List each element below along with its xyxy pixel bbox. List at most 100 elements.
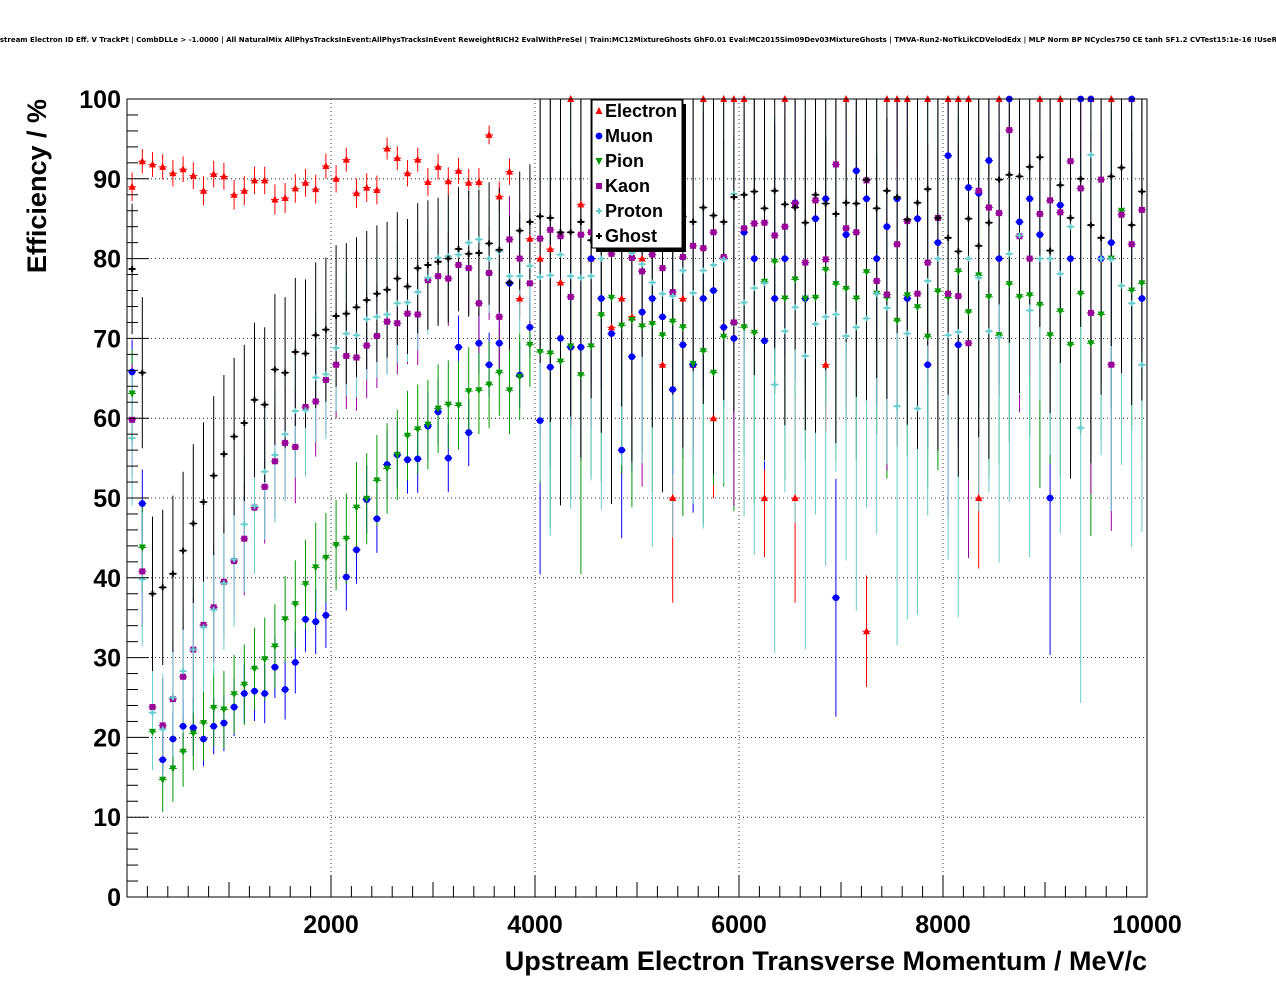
data-marker — [210, 722, 218, 730]
data-marker — [1130, 300, 1133, 307]
data-marker — [630, 250, 633, 257]
data-marker — [595, 132, 603, 140]
data-marker — [1005, 281, 1013, 289]
data-marker — [373, 185, 381, 193]
data-marker — [936, 255, 939, 262]
data-marker — [934, 288, 942, 296]
data-marker — [1026, 195, 1034, 203]
data-marker — [261, 690, 269, 697]
data-marker — [863, 195, 870, 203]
data-marker — [855, 324, 858, 331]
data-marker — [865, 176, 868, 183]
x-tick-label: 2000 — [303, 911, 359, 939]
data-marker — [404, 310, 411, 317]
data-marker — [475, 300, 482, 307]
data-marker — [537, 235, 544, 242]
data-marker — [824, 313, 827, 320]
data-marker — [730, 335, 738, 342]
data-marker — [171, 694, 174, 701]
data-marker — [834, 210, 837, 217]
data-marker — [212, 606, 215, 613]
data-marker — [906, 216, 909, 223]
data-marker — [1038, 255, 1041, 262]
data-marker — [1077, 185, 1084, 192]
data-marker — [1120, 164, 1123, 171]
data-marker — [312, 398, 319, 405]
data-marker — [386, 311, 389, 318]
data-marker — [852, 167, 860, 175]
data-marker — [597, 295, 605, 302]
data-marker — [1087, 340, 1095, 348]
data-marker — [1008, 171, 1011, 178]
data-marker — [498, 246, 501, 253]
data-marker — [192, 520, 195, 527]
data-marker — [1100, 234, 1103, 241]
data-marker — [845, 199, 848, 206]
data-marker — [845, 333, 848, 340]
data-marker — [822, 266, 830, 274]
data-marker — [753, 188, 756, 195]
data-marker — [240, 681, 248, 689]
data-marker — [1089, 151, 1092, 158]
data-marker — [822, 195, 830, 203]
data-marker — [985, 293, 993, 301]
data-marker — [1110, 256, 1113, 263]
data-marker — [559, 229, 562, 236]
data-marker — [281, 686, 289, 693]
data-marker — [373, 515, 381, 523]
data-marker — [539, 213, 542, 220]
data-marker — [965, 340, 972, 347]
data-marker — [291, 184, 299, 192]
data-marker — [138, 544, 146, 552]
data-marker — [546, 245, 554, 253]
data-marker — [271, 458, 278, 465]
data-marker — [1140, 361, 1143, 368]
data-marker — [753, 285, 756, 292]
data-marker — [437, 258, 440, 265]
data-marker — [1130, 222, 1133, 229]
data-marker — [577, 231, 584, 238]
data-marker — [547, 226, 554, 233]
data-marker — [291, 658, 299, 666]
data-marker — [159, 162, 167, 170]
data-marker — [149, 704, 156, 711]
data-marker — [590, 273, 593, 280]
data-marker — [375, 290, 378, 297]
data-marker — [843, 225, 850, 232]
data-marker — [1110, 173, 1113, 180]
data-marker — [638, 323, 646, 331]
y-tick-label: 100 — [79, 86, 121, 114]
y-tick-label: 0 — [107, 884, 121, 912]
data-marker — [1028, 163, 1031, 170]
data-marker — [284, 431, 287, 438]
data-marker — [885, 187, 888, 194]
data-marker — [488, 255, 491, 262]
data-marker — [355, 332, 358, 339]
data-marker — [1098, 176, 1105, 183]
data-marker — [875, 205, 878, 212]
data-marker — [804, 352, 807, 359]
data-marker — [985, 204, 992, 211]
data-marker — [345, 330, 348, 337]
data-marker — [710, 414, 717, 422]
grid-lines — [127, 99, 1147, 897]
data-marker — [906, 330, 909, 337]
data-marker — [996, 210, 1003, 217]
data-marker — [1079, 175, 1082, 182]
data-marker — [171, 570, 174, 577]
data-marker — [414, 155, 422, 163]
data-marker — [475, 339, 483, 347]
data-marker — [559, 251, 562, 258]
data-marker — [598, 233, 600, 239]
data-marker — [730, 319, 737, 326]
data-marker — [312, 618, 320, 626]
data-marker — [467, 239, 470, 246]
data-marker — [202, 498, 205, 505]
data-marker — [1016, 293, 1023, 301]
data-marker — [761, 494, 768, 501]
data-marker — [692, 289, 695, 296]
data-marker — [314, 332, 317, 339]
data-marker — [549, 272, 552, 279]
data-marker — [628, 317, 636, 325]
data-marker — [1026, 292, 1034, 300]
